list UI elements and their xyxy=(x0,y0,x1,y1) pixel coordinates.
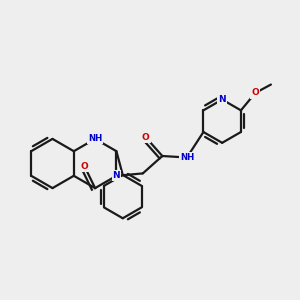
Text: O: O xyxy=(81,162,88,171)
Text: NH: NH xyxy=(88,134,102,143)
Text: N: N xyxy=(112,171,120,180)
Text: NH: NH xyxy=(180,153,194,162)
Text: N: N xyxy=(218,95,226,104)
Text: O: O xyxy=(142,133,150,142)
Text: O: O xyxy=(251,88,259,98)
